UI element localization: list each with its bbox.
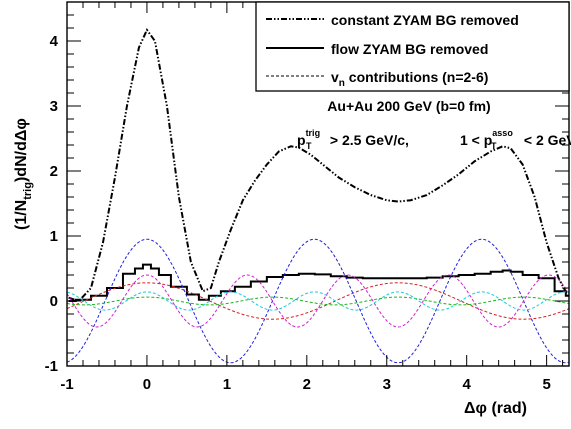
series-line-v2 (67, 282, 569, 320)
y-tick-label: 3 (50, 98, 58, 115)
series-line-v3 (67, 238, 569, 364)
annotation-sub-t2: T (491, 141, 497, 151)
y-axis-title-part2: )dN/dΔφ (13, 118, 30, 182)
legend-vn-subscript: n (339, 78, 345, 89)
annotation-sub-t1: T (306, 141, 312, 151)
y-tick-label: 1 (50, 228, 58, 245)
legend-vn-rest: contributions (n=2-6) (345, 69, 489, 85)
x-tick-label: 5 (542, 376, 550, 393)
y-tick-label: 2 (50, 163, 58, 180)
curves-group (67, 27, 569, 364)
series-line-v6 (67, 291, 569, 311)
annotation-pt-asso-cut: 1 < passo T < 2 GeV/c (460, 128, 571, 151)
annotation-rest2: < 2 GeV/c (520, 132, 571, 148)
axis-tick-labels: -1 0 1 2 3 4 5 -1 0 1 2 3 4 (45, 33, 551, 393)
series-line-flow-zyam (68, 263, 569, 302)
y-tick-label: 4 (50, 33, 59, 50)
x-axis-title-main: Δφ (464, 400, 487, 417)
y-axis-title: (1/Ntrig)dN/dΔφ (13, 118, 34, 230)
legend: constant ZYAM BG removed flow ZYAM BG re… (255, 1, 570, 92)
annotation-rest1: > 2.5 GeV/c, (326, 132, 409, 148)
y-axis-title-part1: (1/N (13, 200, 30, 230)
annotation-sup-trig: trig (306, 128, 321, 138)
x-tick-label: -1 (60, 376, 73, 393)
x-tick-label: 0 (143, 376, 151, 393)
legend-vn-v: v (331, 69, 339, 85)
x-axis-title: Δφ (rad) (464, 400, 527, 417)
annotation-collision-system: Au+Au 200 GeV (b=0 fm) (327, 98, 490, 114)
x-tick-label: 3 (383, 376, 391, 393)
y-tick-label: -1 (45, 358, 58, 375)
x-tick-label: 2 (303, 376, 311, 393)
legend-label-vn-contributions: vn contributions (n=2-6) (331, 69, 488, 89)
legend-label-flow-zyam: flow ZYAM BG removed (331, 41, 488, 57)
annotation-pt-trig-cut: ptrig T > 2.5 GeV/c, (297, 128, 409, 151)
series-line-v4 (67, 296, 569, 306)
y-tick-label: 0 (50, 293, 58, 310)
y-axis-title-subscript: trig (22, 182, 34, 200)
x-tick-label: 4 (463, 376, 472, 393)
annotation-sup-asso: asso (492, 128, 513, 138)
series-line-constant-zyam (68, 27, 569, 303)
annotation-p1: p (297, 132, 306, 148)
annotation-p2: 1 < p (460, 132, 492, 148)
x-tick-label: 1 (223, 376, 231, 393)
legend-label-constant-zyam: constant ZYAM BG removed (331, 12, 519, 28)
x-axis-title-unit: (rad) (487, 400, 527, 417)
